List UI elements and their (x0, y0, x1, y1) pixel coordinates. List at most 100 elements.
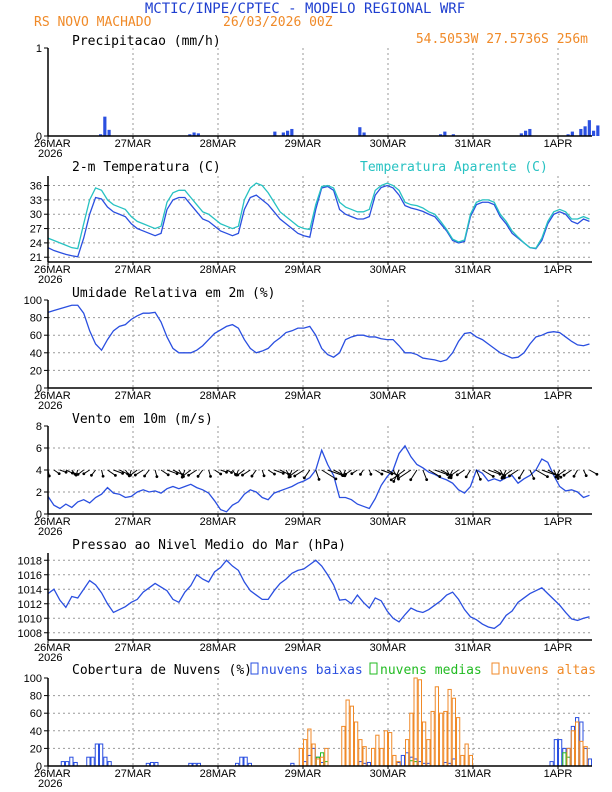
wind-ytick-label: 4 (36, 465, 42, 477)
precip-bar (188, 134, 192, 136)
cloud-bar-nuvens-altas (413, 677, 418, 767)
precip-bar (196, 133, 200, 136)
wind-arrow-head (559, 475, 563, 479)
wind-arrow-head (219, 472, 223, 476)
wind-xtick-label: 26MAR (34, 516, 71, 528)
wind-arrow-head (449, 473, 453, 477)
wind-arrow-head (546, 475, 549, 479)
wind-arrow-head (517, 476, 521, 480)
pres-ytick-label: 1012 (18, 599, 42, 611)
wind-xtick-label: 28MAR (200, 516, 237, 528)
precip-bar (99, 134, 103, 136)
cloud-xtick-label: 27MAR (115, 768, 152, 780)
wind-xtick-label: 27MAR (115, 516, 152, 528)
precip-bar (583, 126, 587, 136)
precip-bar (286, 130, 290, 136)
cloud-bar-nuvens-altas (311, 743, 316, 767)
cloud-xtick-label: 1APR (544, 768, 573, 780)
pres-xtick-label: 31MAR (455, 642, 492, 654)
temp-ytick-label: 21 (30, 252, 42, 264)
pres-xtick-label: 26MAR (34, 642, 71, 654)
wind-arrow-head (133, 473, 137, 477)
wind-arrow-head (508, 474, 511, 478)
cloud-bar-nuvens-altas (447, 688, 452, 767)
wind-arrow-head (396, 477, 400, 480)
cloud-bar-nuvens-altas (383, 730, 388, 767)
wind-arrow-head (334, 477, 338, 481)
cloud-bar-nuvens-altas (307, 728, 312, 767)
header-title: MCTIC/INPE/CPTEC - MODELO REGIONAL WRF (145, 1, 465, 17)
wind-arrow (518, 469, 525, 479)
pres-xtick-label: 1APR (544, 642, 573, 654)
wind-arrow-head (166, 473, 170, 477)
precip-xtick-label: 1APR (544, 138, 573, 150)
legend-swatch-baixas (250, 662, 259, 675)
wind-arrow-head (209, 474, 212, 478)
rh-xtick-label: 26MAR (34, 390, 71, 402)
rh-xtick-label: 28MAR (200, 390, 237, 402)
temp-xtick-label: 1APR (544, 264, 573, 276)
cloud-bar-nuvens-baixas (90, 756, 95, 767)
cloud-bar-nuvens-baixas (103, 756, 108, 767)
cloud-bar-nuvens-altas (345, 699, 350, 767)
wind-arrow-head (129, 473, 132, 477)
cloud-bar-nuvens-baixas (243, 756, 248, 767)
cloud-ytick-label: 80 (30, 691, 42, 703)
wind-arrow-head (241, 473, 244, 477)
rh-ytick-label: 20 (30, 365, 42, 377)
wind-arrow-head (554, 475, 558, 479)
temp-xtick-label: 26MAR (34, 264, 71, 276)
wind-arrow (434, 469, 448, 476)
wind-arrow (422, 469, 428, 480)
precip-ytick-label: 0 (36, 131, 42, 143)
wind-arrow (457, 469, 465, 476)
temp-xtick-label: 29MAR (285, 264, 322, 276)
precip-bar (358, 127, 362, 136)
cloud-bar-nuvens-altas (443, 710, 448, 767)
wind-arrow (428, 469, 441, 478)
wind-arrow-head (317, 477, 321, 481)
wind-arrow-head (455, 473, 459, 477)
wind-arrow-head (595, 472, 599, 476)
temp-series-line-0 (47, 184, 590, 258)
cloud-bar-nuvens-altas (570, 730, 575, 767)
wind-arrow (119, 469, 128, 475)
cloud-bar-nuvens-baixas (558, 739, 563, 767)
precip-xtick-label: 31MAR (455, 138, 492, 150)
wind-arrow (273, 469, 284, 474)
wind-arrow-head (225, 470, 228, 474)
cloud-bar-nuvens-altas (349, 705, 354, 767)
cloud-xtick-label: 30MAR (370, 768, 407, 780)
precip-bar (579, 128, 583, 136)
cloud-bar-nuvens-altas (392, 754, 397, 767)
precip-bar (524, 130, 528, 136)
legend-swatch-altas (491, 662, 500, 675)
wind-arrow-head (532, 477, 536, 480)
temp-ytick-label: 24 (30, 238, 42, 250)
wind-arrow-head (181, 474, 185, 478)
wind-arrow-head (76, 473, 80, 476)
wind-arrow (289, 469, 299, 477)
temp-ytick-label: 33 (30, 195, 42, 207)
cloud-bar-nuvens-altas (409, 712, 414, 767)
cloud-bar-nuvens-altas (379, 747, 384, 767)
wind-arrow (381, 469, 393, 475)
wind-arrow-head (90, 473, 93, 477)
cloud-xtick-label: 28MAR (200, 768, 237, 780)
rh-xtick-label: 30MAR (370, 390, 407, 402)
temp-xtick-label: 30MAR (370, 264, 407, 276)
rh-series-line-0 (47, 304, 590, 363)
temp-ytick-label: 36 (30, 181, 42, 193)
wind-arrow-head (57, 472, 61, 476)
temp-legend: Temperatura Aparente (C) (360, 160, 548, 175)
wind-arrow (303, 469, 311, 479)
temp-ytick-label: 30 (30, 209, 42, 221)
cloud-bar-nuvens-altas (451, 697, 456, 767)
wind-xtick-label: 1APR (544, 516, 573, 528)
wind-arrow-head (464, 475, 468, 479)
wind-arrow (541, 469, 558, 477)
cloud-title: Cobertura de Nuvens (%) (72, 663, 252, 678)
header-coords: 54.5053W 27.5736S 256m (416, 32, 588, 47)
wind-arrow (488, 469, 501, 475)
